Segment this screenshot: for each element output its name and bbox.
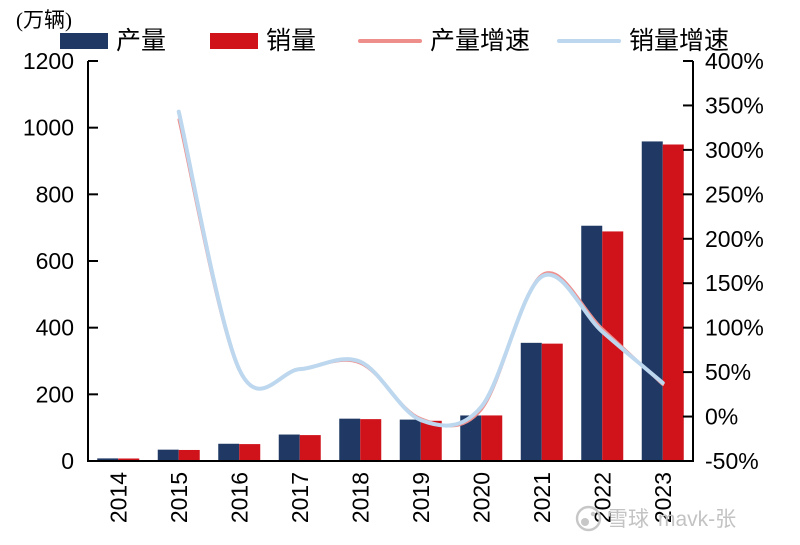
bar-sales-2021: [541, 343, 563, 461]
x-axis-label-2018: 2018: [347, 472, 373, 523]
bar-production-2021: [520, 342, 542, 461]
right-axis-tick-label: 0%: [705, 404, 738, 430]
x-axis-label-2020: 2020: [468, 472, 494, 523]
watermark: 雪球 mavk-张: [575, 503, 736, 533]
bar-sales-2017: [299, 435, 321, 461]
left-axis-tick-label: 800: [36, 181, 74, 207]
production-growth-line-swatch-icon: [358, 39, 423, 43]
right-axis-tick-label: 400%: [705, 48, 764, 74]
bar-sales-2019: [420, 420, 442, 461]
x-axis-label-2019: 2019: [408, 472, 434, 523]
right-axis-tick-label: -50%: [705, 448, 759, 474]
legend-label-production-growth: 产量增速: [430, 27, 531, 55]
bar-production-2016: [218, 443, 240, 461]
left-axis-tick-label: 400: [36, 315, 74, 341]
legend-label-production: 产量: [116, 27, 167, 55]
legend-label-sales-growth: 销量增速: [629, 27, 730, 55]
legend: 产量 销量 产量增速 销量增速: [60, 27, 729, 55]
legend-item-sales-growth: 销量增速: [557, 29, 729, 54]
bar-production-2020: [460, 415, 482, 461]
sales-growth-line-swatch-icon: [557, 39, 622, 43]
left-axis-tick-label: 1000: [23, 115, 74, 141]
bar-sales-2014: [118, 458, 140, 461]
left-axis-tick-label: 0: [61, 448, 74, 474]
right-axis-tick-label: 150%: [705, 270, 764, 296]
right-axis-tick-label: 300%: [705, 137, 764, 163]
legend-item-sales: 销量: [210, 29, 316, 54]
left-axis-tick-label: 600: [36, 248, 74, 274]
legend-label-sales: 销量: [266, 27, 317, 55]
bar-production-2019: [399, 419, 421, 461]
x-axis-label-2023: 2023: [650, 472, 676, 523]
bar-sales-2020: [481, 415, 503, 461]
bar-sales-2023: [662, 144, 684, 461]
bar-production-2015: [157, 449, 179, 461]
production-bar-swatch-icon: [60, 33, 108, 49]
x-axis-label-2016: 2016: [226, 472, 252, 523]
left-axis-unit-label: (万辆): [16, 8, 72, 32]
watermark-site: 雪球: [607, 508, 649, 531]
bar-sales-2016: [239, 444, 261, 461]
bar-sales-2015: [178, 449, 200, 461]
legend-item-production-growth: 产量增速: [358, 29, 530, 54]
left-axis-tick-label: 1200: [23, 48, 74, 74]
bar-production-2014: [97, 458, 119, 461]
right-axis-tick-label: 100%: [705, 315, 764, 341]
legend-item-production: 产量: [60, 29, 166, 54]
bar-sales-2022: [602, 231, 624, 461]
x-axis-label-2014: 2014: [105, 472, 131, 523]
sales-growth-line: [176, 109, 665, 428]
bar-production-2022: [581, 225, 603, 461]
left-axis-tick-label: 200: [36, 381, 74, 407]
bar-production-2023: [641, 141, 663, 461]
x-axis-label-2015: 2015: [166, 472, 192, 523]
bar-production-2018: [339, 418, 361, 461]
x-axis-label-2017: 2017: [287, 472, 313, 523]
watermark-user: mavk-张: [658, 508, 737, 531]
bar-sales-2018: [360, 419, 382, 461]
right-axis-tick-label: 200%: [705, 226, 764, 252]
xueqiu-logo-icon: [575, 505, 602, 531]
sales-bar-swatch-icon: [210, 33, 259, 49]
right-axis-tick-label: 350%: [705, 92, 764, 118]
right-axis-tick-label: 250%: [705, 181, 764, 207]
bar-production-2017: [278, 434, 300, 461]
right-axis-tick-label: 50%: [705, 359, 751, 385]
x-axis-label-2021: 2021: [529, 472, 555, 523]
